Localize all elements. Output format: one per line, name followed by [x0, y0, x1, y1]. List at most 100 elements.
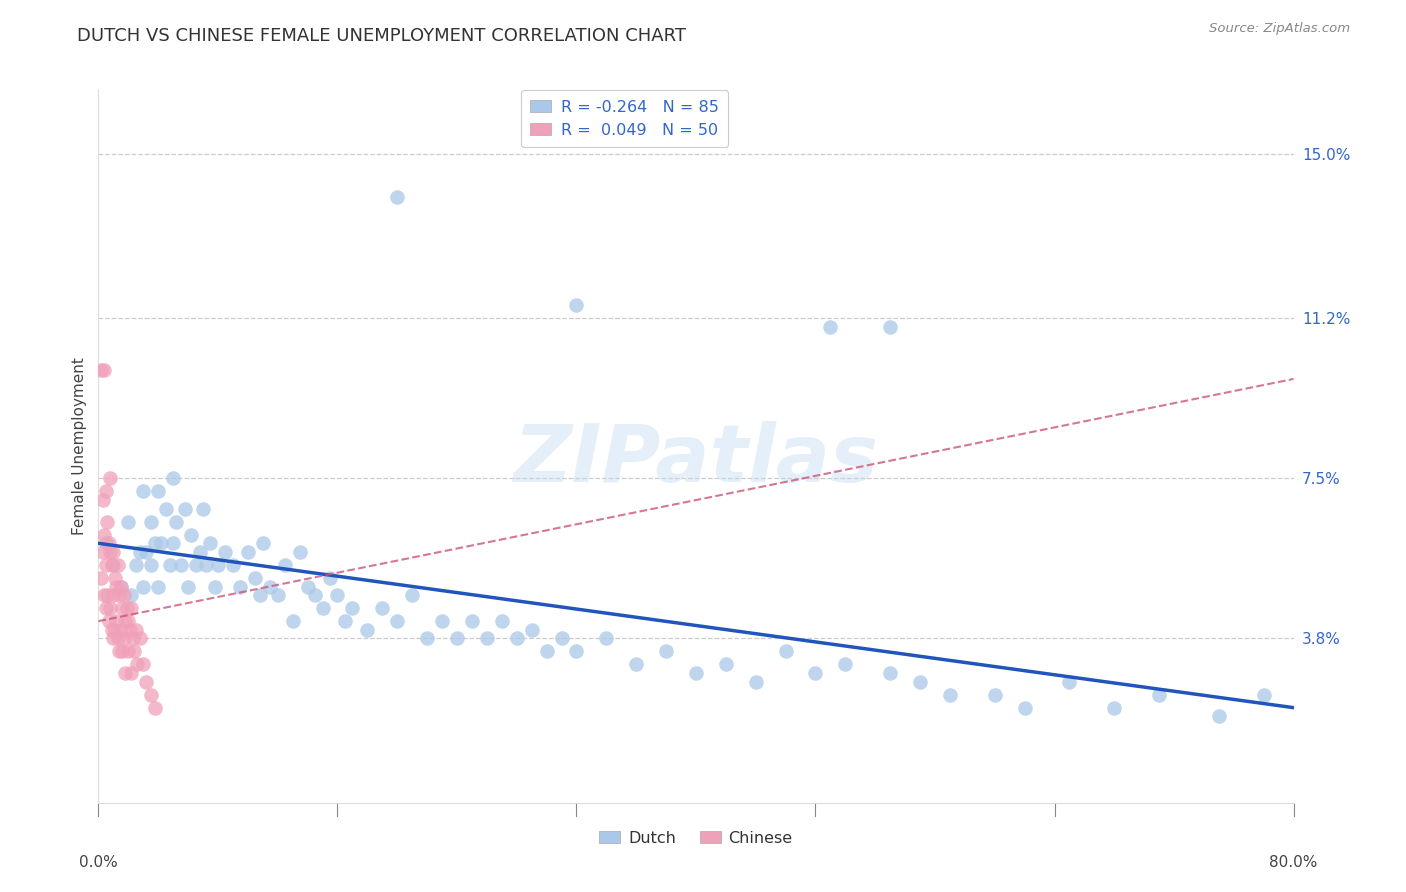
Point	[655, 644, 678, 658]
Point	[626, 657, 648, 672]
Text: 0.0%: 0.0%	[79, 855, 118, 870]
Point	[114, 666, 136, 681]
Point	[446, 632, 468, 646]
Point	[174, 501, 197, 516]
Point	[132, 580, 155, 594]
Point	[177, 580, 200, 594]
Point	[401, 588, 423, 602]
Point	[195, 558, 218, 572]
Point	[104, 571, 127, 585]
Point	[93, 363, 115, 377]
Point	[90, 363, 112, 377]
Point	[139, 688, 162, 702]
Point	[804, 666, 827, 681]
Point	[110, 580, 132, 594]
Point	[745, 674, 768, 689]
Point	[104, 623, 127, 637]
Point	[103, 545, 125, 559]
Point	[94, 536, 117, 550]
Point	[520, 623, 543, 637]
Point	[1147, 688, 1170, 702]
Point	[385, 190, 409, 204]
Point	[565, 298, 588, 312]
Point	[120, 666, 142, 681]
Point	[207, 558, 229, 572]
Point	[93, 588, 115, 602]
Point	[1253, 688, 1275, 702]
Point	[143, 700, 166, 714]
Point	[105, 580, 128, 594]
Point	[132, 657, 155, 672]
Point	[169, 558, 191, 572]
Point	[91, 493, 114, 508]
Point	[356, 623, 378, 637]
Point	[139, 515, 162, 529]
Point	[105, 614, 128, 628]
Point	[97, 536, 120, 550]
Point	[416, 632, 439, 646]
Point	[714, 657, 737, 672]
Point	[820, 320, 842, 334]
Point	[297, 580, 319, 594]
Point	[188, 545, 211, 559]
Text: Source: ZipAtlas.com: Source: ZipAtlas.com	[1209, 22, 1350, 36]
Point	[311, 601, 333, 615]
Point	[103, 588, 125, 602]
Point	[96, 515, 118, 529]
Point	[162, 536, 184, 550]
Point	[155, 501, 177, 516]
Point	[162, 471, 184, 485]
Legend: Dutch, Chinese: Dutch, Chinese	[593, 824, 799, 852]
Point	[191, 501, 214, 516]
Point	[111, 601, 134, 615]
Point	[98, 545, 122, 559]
Point	[333, 614, 356, 628]
Point	[135, 545, 157, 559]
Point	[288, 545, 311, 559]
Text: 80.0%: 80.0%	[1270, 855, 1317, 870]
Point	[430, 614, 453, 628]
Point	[536, 644, 558, 658]
Point	[94, 484, 117, 499]
Point	[125, 623, 148, 637]
Point	[274, 558, 297, 572]
Point	[236, 545, 259, 559]
Point	[98, 471, 122, 485]
Point	[108, 588, 131, 602]
Point	[249, 588, 271, 602]
Text: DUTCH VS CHINESE FEMALE UNEMPLOYMENT CORRELATION CHART: DUTCH VS CHINESE FEMALE UNEMPLOYMENT COR…	[77, 27, 686, 45]
Point	[685, 666, 707, 681]
Point	[112, 588, 135, 602]
Point	[304, 588, 326, 602]
Point	[984, 688, 1007, 702]
Point	[385, 614, 409, 628]
Point	[129, 632, 152, 646]
Point	[96, 588, 118, 602]
Point	[101, 623, 124, 637]
Point	[107, 558, 129, 572]
Point	[114, 614, 136, 628]
Point	[491, 614, 513, 628]
Point	[117, 614, 139, 628]
Point	[342, 601, 364, 615]
Point	[165, 515, 187, 529]
Point	[908, 674, 931, 689]
Point	[229, 580, 252, 594]
Point	[125, 558, 148, 572]
Point	[834, 657, 856, 672]
Point	[184, 558, 207, 572]
Point	[143, 536, 166, 550]
Point	[475, 632, 498, 646]
Point	[775, 644, 797, 658]
Point	[267, 588, 290, 602]
Point	[550, 632, 572, 646]
Point	[148, 484, 170, 499]
Point	[112, 632, 135, 646]
Point	[506, 632, 529, 646]
Point	[108, 644, 131, 658]
Point	[180, 527, 202, 541]
Point	[879, 666, 901, 681]
Y-axis label: Female Unemployment: Female Unemployment	[72, 357, 87, 535]
Point	[259, 580, 281, 594]
Point	[94, 601, 117, 615]
